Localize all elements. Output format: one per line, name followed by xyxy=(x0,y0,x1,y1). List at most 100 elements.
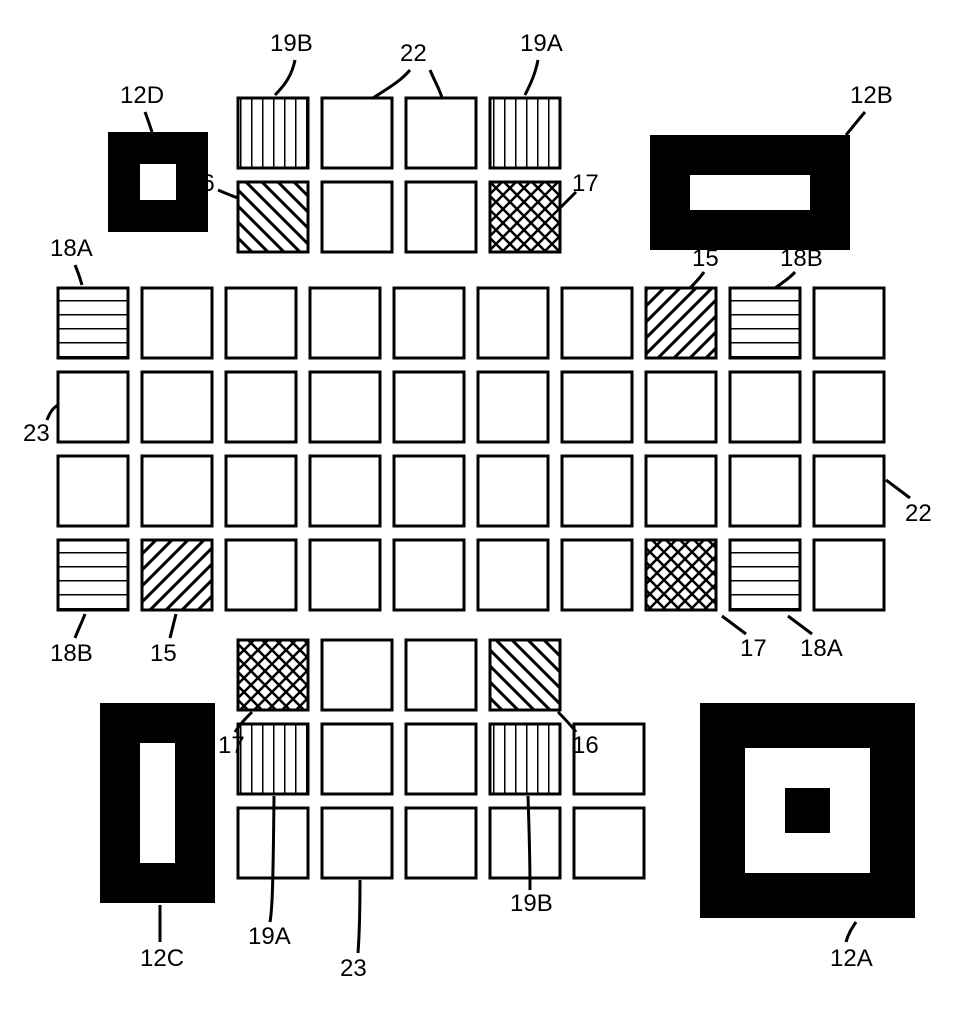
cell-plain xyxy=(142,372,212,442)
label-19A: 19A xyxy=(520,30,563,58)
leader-18B xyxy=(775,272,795,288)
cell-plain xyxy=(562,372,632,442)
leader-18A xyxy=(75,265,82,285)
label-18A: 18A xyxy=(800,635,843,663)
cell-18B xyxy=(730,288,800,358)
label-19A: 19A xyxy=(248,923,291,951)
leader-12B xyxy=(846,112,865,135)
cell-15 xyxy=(142,540,212,610)
cell-plain xyxy=(490,808,560,878)
cell-plain xyxy=(322,182,392,252)
label-18B: 18B xyxy=(780,245,823,273)
cell-plain xyxy=(142,456,212,526)
leader-22 xyxy=(373,70,442,98)
cell-plain xyxy=(226,288,296,358)
cell-plain xyxy=(394,372,464,442)
label-23: 23 xyxy=(23,420,50,448)
cell-plain xyxy=(730,456,800,526)
cell-plain xyxy=(478,372,548,442)
cell-plain xyxy=(226,372,296,442)
cell-plain xyxy=(478,288,548,358)
label-22: 22 xyxy=(400,40,427,68)
cell-plain xyxy=(406,724,476,794)
cell-plain xyxy=(478,540,548,610)
label-19B: 19B xyxy=(270,30,313,58)
cell-19A xyxy=(238,724,308,794)
label-15: 15 xyxy=(692,245,719,273)
label-16: 16 xyxy=(188,170,215,198)
cell-plain xyxy=(814,540,884,610)
svg-layer xyxy=(20,20,957,1020)
cell-plain xyxy=(226,456,296,526)
cell-17 xyxy=(646,540,716,610)
cell-19B xyxy=(238,98,308,168)
cell-plain xyxy=(814,372,884,442)
label-15: 15 xyxy=(150,640,177,668)
label-16: 16 xyxy=(572,732,599,760)
cell-plain xyxy=(730,372,800,442)
cell-19A xyxy=(490,98,560,168)
cell-16 xyxy=(238,182,308,252)
cell-plain xyxy=(562,288,632,358)
cell-plain xyxy=(646,372,716,442)
cell-plain xyxy=(394,456,464,526)
cell-plain xyxy=(574,808,644,878)
leader-22 xyxy=(886,480,910,498)
cell-plain xyxy=(562,456,632,526)
label-17: 17 xyxy=(740,635,767,663)
label-17: 17 xyxy=(572,170,599,198)
cell-plain xyxy=(142,288,212,358)
diagram-root: 19B 22 19A 12D 12B 16 17 18A 15 18B 23 22 18B 15 17 18A… xyxy=(20,20,937,980)
cell-plain xyxy=(322,724,392,794)
cell-15 xyxy=(646,288,716,358)
cell-plain xyxy=(406,808,476,878)
cell-19B xyxy=(490,724,560,794)
leader-15 xyxy=(690,272,704,288)
label-22: 22 xyxy=(905,500,932,528)
cell-plain xyxy=(322,808,392,878)
leader-12A xyxy=(846,922,856,942)
cell-17 xyxy=(490,182,560,252)
leader-23 xyxy=(47,405,58,420)
cell-16 xyxy=(490,640,560,710)
cell-plain xyxy=(226,540,296,610)
label-19B: 19B xyxy=(510,890,553,918)
cell-plain xyxy=(310,288,380,358)
cell-plain xyxy=(814,456,884,526)
cell-plain xyxy=(310,456,380,526)
cell-plain xyxy=(814,288,884,358)
cell-18B xyxy=(58,540,128,610)
label-12A: 12A xyxy=(830,945,873,973)
cell-18A xyxy=(730,540,800,610)
cell-plain xyxy=(58,372,128,442)
marker-12A-center xyxy=(785,788,830,833)
cell-plain xyxy=(394,540,464,610)
marker-12B-inner-white xyxy=(690,175,810,210)
cell-plain xyxy=(478,456,548,526)
leader-18B xyxy=(75,614,85,638)
label-12B: 12B xyxy=(850,82,893,110)
leader-16 xyxy=(218,190,238,198)
cell-plain xyxy=(406,640,476,710)
leader-19A xyxy=(525,60,538,95)
leader-15 xyxy=(170,614,176,638)
cell-plain xyxy=(646,456,716,526)
leader-12D xyxy=(145,112,152,132)
marker-12D-inner-white xyxy=(140,164,176,200)
label-23: 23 xyxy=(340,955,367,983)
label-17: 17 xyxy=(218,732,245,760)
cell-plain xyxy=(322,98,392,168)
label-18A: 18A xyxy=(50,235,93,263)
cell-plain xyxy=(406,182,476,252)
cell-plain xyxy=(58,456,128,526)
leader-17 xyxy=(722,616,746,634)
leader-18A xyxy=(788,616,812,634)
cell-17 xyxy=(238,640,308,710)
cell-plain xyxy=(322,640,392,710)
cell-plain xyxy=(310,372,380,442)
label-18B: 18B xyxy=(50,640,93,668)
cell-18A xyxy=(58,288,128,358)
label-12D: 12D xyxy=(120,82,164,110)
leader-23 xyxy=(358,880,360,953)
label-12C: 12C xyxy=(140,945,184,973)
